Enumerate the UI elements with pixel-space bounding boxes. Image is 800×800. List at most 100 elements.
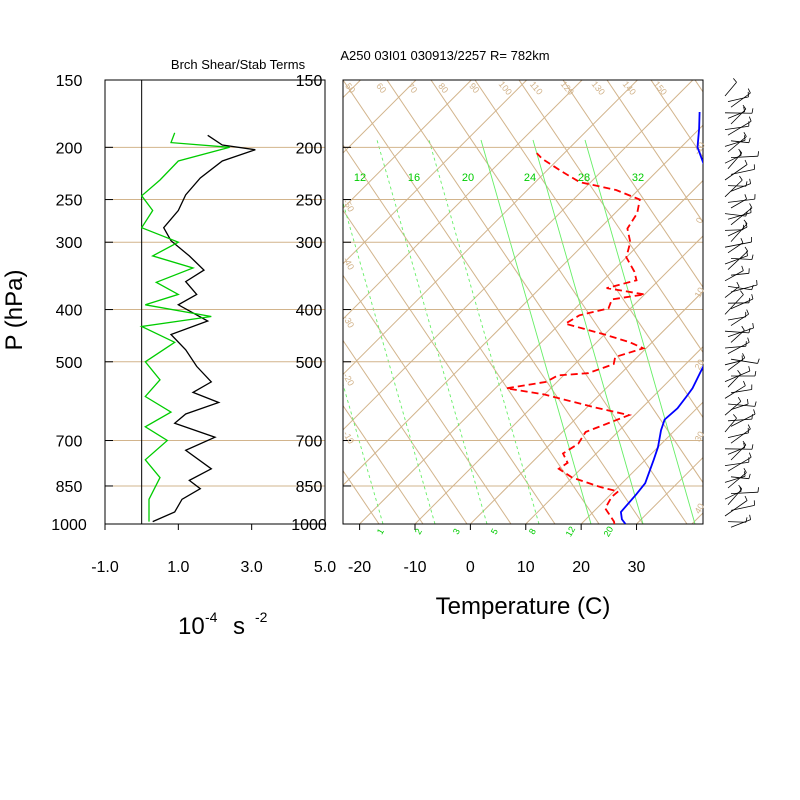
wind-barb — [724, 461, 749, 466]
left-x-tick-label: 1.0 — [167, 559, 189, 576]
wind-barb — [724, 330, 749, 334]
mixing-ratio-label-top: 24 — [524, 172, 536, 184]
mixing-ratio-label-bottom: 12 — [564, 525, 578, 539]
wind-barb-flag — [738, 148, 743, 154]
wind-barb — [730, 169, 755, 175]
wind-barb — [724, 345, 746, 349]
wind-barb — [724, 179, 743, 198]
theta-label: 130 — [590, 79, 607, 97]
wind-barb — [727, 120, 752, 136]
wind-barb — [730, 223, 748, 242]
skewt-panel-frame — [342, 79, 704, 525]
left-panel-frame — [104, 79, 326, 525]
wind-barb — [730, 258, 752, 260]
wind-barb-flag — [748, 366, 751, 372]
mixing-ratio-line — [480, 139, 592, 524]
left-x-tick-label: -1.0 — [91, 559, 119, 576]
wind-barb — [727, 357, 746, 371]
pressure-tick-label-right: 400 — [296, 303, 323, 320]
wind-barb — [724, 286, 740, 298]
theta-label: 70 — [405, 81, 419, 95]
skewt-profiles — [506, 111, 703, 524]
wind-barb — [727, 286, 752, 291]
temperature-profile — [619, 111, 703, 524]
dewpoint-profile — [506, 152, 646, 524]
wind-barb-flag — [749, 178, 751, 184]
wind-barb — [727, 418, 752, 422]
mixing-ratio-label-bottom: 8 — [527, 527, 538, 536]
wind-barb — [730, 108, 747, 125]
theta-label: 60 — [374, 81, 388, 95]
wind-barb-flag — [743, 219, 748, 225]
wind-barb — [730, 155, 758, 158]
mixing-ratio-label-bottom: 1 — [375, 527, 386, 536]
isotherm — [343, 80, 528, 265]
isotherm — [343, 80, 472, 210]
wind-barb — [727, 136, 747, 153]
mixing-ratio-label-top: 16 — [408, 172, 420, 184]
wind-barb — [727, 488, 743, 506]
wind-barb-flag — [738, 484, 743, 490]
isotherm — [580, 401, 703, 524]
wind-barb-flag — [747, 424, 751, 430]
dry-adiabat — [739, 80, 800, 524]
pressure-tick-label-left: 700 — [56, 434, 83, 451]
dry-adiabat — [386, 80, 688, 524]
isotherm — [343, 80, 638, 376]
wind-barb — [730, 313, 749, 326]
pressure-tick-label-right: 250 — [296, 193, 323, 210]
mixing-ratio-label-bottom: 3 — [451, 527, 462, 536]
wind-barb — [724, 475, 746, 483]
theta-e-label: 40 — [693, 502, 707, 516]
wind-barb-flag — [747, 399, 749, 405]
wind-barb — [730, 298, 754, 310]
wind-barb-flag — [751, 444, 754, 450]
wind-barb — [730, 330, 745, 343]
pressure-tick-label-right: 1000 — [291, 517, 327, 534]
theta-e-label: 0 — [694, 216, 705, 225]
pressure-tick-label-right: 300 — [296, 235, 323, 252]
wind-barb — [727, 327, 754, 338]
skew-background — [343, 80, 800, 524]
y-axis-label: P (hPa) — [1, 270, 28, 351]
wind-barb — [730, 183, 751, 192]
wind-barb — [727, 212, 752, 220]
dry-adiabat — [783, 80, 800, 524]
wind-barb-flag — [742, 353, 746, 358]
wind-barb — [727, 341, 750, 354]
wind-barb-flag — [749, 514, 751, 520]
wind-barb — [730, 505, 755, 511]
pressure-tick-label-left: 1000 — [51, 517, 87, 534]
wind-barb — [730, 92, 751, 108]
pressure-tick-label-right: 850 — [296, 479, 323, 496]
wind-barb — [724, 81, 737, 97]
pressure-tick-label-left: 850 — [56, 479, 83, 496]
wind-barb-flag — [742, 440, 747, 446]
dry-adiabat — [606, 80, 703, 223]
isotherm — [747, 80, 800, 524]
wind-barb-flag — [736, 281, 740, 287]
wind-barb — [724, 125, 749, 130]
theta-label: 80 — [436, 81, 450, 95]
mixing-ratio-line — [428, 139, 540, 524]
wind-barb — [730, 491, 758, 494]
theta-label: 120 — [559, 79, 576, 97]
dry-adiabat — [343, 339, 468, 524]
right-panel-title: A250 03I01 030913/2257 R= 782km — [340, 48, 549, 63]
wind-barb-flag — [744, 246, 749, 252]
theta-label: 110 — [528, 79, 545, 96]
wind-barb-flag — [744, 194, 747, 200]
background-grid — [105, 80, 800, 524]
pressure-tick-label-left: 250 — [56, 193, 83, 210]
mixing-ratio-label-bottom: 5 — [489, 527, 500, 536]
wind-barb — [730, 444, 747, 461]
wind-barb — [724, 164, 748, 181]
isotherm — [470, 290, 703, 524]
wind-barb-flag — [744, 159, 748, 165]
wind-barb-flag — [743, 132, 747, 137]
mixing-ratio-label-top: 28 — [578, 172, 590, 184]
wind-barb — [730, 519, 751, 528]
wind-barb — [727, 472, 747, 489]
